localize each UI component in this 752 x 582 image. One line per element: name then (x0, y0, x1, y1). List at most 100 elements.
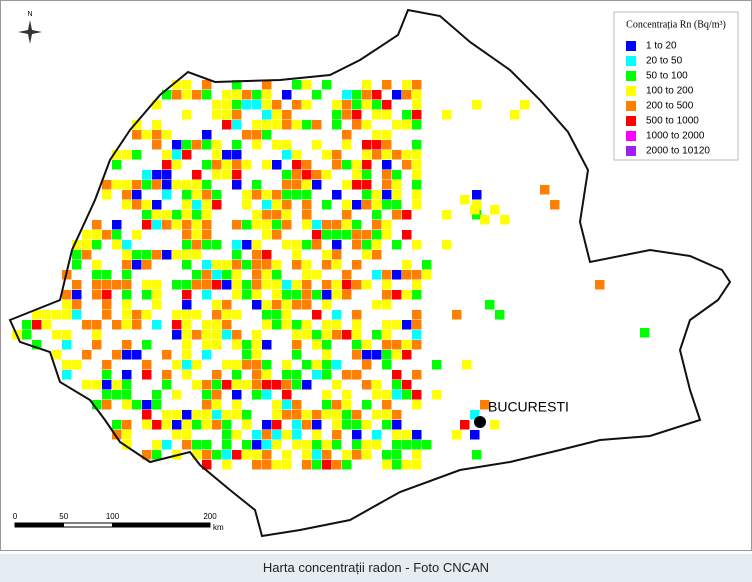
caption: Harta concentrații radon - Foto CNCAN (0, 554, 752, 582)
sample-square (382, 130, 392, 140)
sample-square (362, 340, 372, 350)
sample-square (122, 250, 132, 260)
sample-square (112, 320, 122, 330)
sample-square (112, 230, 122, 240)
sample-square (102, 290, 112, 300)
sample-square (72, 250, 82, 260)
sample-square (262, 340, 272, 350)
sample-square (222, 330, 232, 340)
sample-square (322, 300, 332, 310)
sample-square (232, 270, 242, 280)
sample-square (222, 320, 232, 330)
sample-square (122, 180, 132, 190)
sample-square (322, 170, 332, 180)
sample-square (282, 400, 292, 410)
sample-square (142, 170, 152, 180)
sample-square (142, 450, 152, 460)
sample-square (152, 450, 162, 460)
sample-square (262, 450, 272, 460)
sample-square (242, 410, 252, 420)
sample-square (312, 180, 322, 190)
sample-square (142, 180, 152, 190)
legend: Concentrația Rn (Bq/m³) 1 to 20 20 to 50 5… (613, 11, 739, 161)
sample-square (202, 410, 212, 420)
sample-square (212, 100, 222, 110)
sample-square (480, 400, 490, 410)
legend-title: Concentrația Rn (Bq/m³) (626, 19, 726, 30)
sample-square (162, 130, 172, 140)
sample-square (442, 110, 452, 120)
sample-square (282, 370, 292, 380)
sample-square (232, 310, 242, 320)
sample-square (322, 230, 332, 240)
sample-square (212, 160, 222, 170)
sample-square (282, 170, 292, 180)
sample-square (322, 260, 332, 270)
sample-square (72, 290, 82, 300)
sample-square (62, 310, 72, 320)
sample-square (172, 330, 182, 340)
sample-square (252, 250, 262, 260)
sample-square (242, 190, 252, 200)
sample-square (252, 300, 262, 310)
sample-square (202, 140, 212, 150)
sample-square (382, 140, 392, 150)
sample-square (312, 270, 322, 280)
sample-square (302, 160, 312, 170)
sample-square (292, 260, 302, 270)
sample-square (122, 320, 132, 330)
scale-unit: km (213, 523, 224, 532)
sample-square (442, 240, 452, 250)
sample-square (332, 220, 342, 230)
sample-square (202, 90, 212, 100)
sample-square (352, 320, 362, 330)
sample-square (412, 90, 422, 100)
sample-square (292, 410, 302, 420)
sample-square (162, 180, 172, 190)
sample-square (172, 310, 182, 320)
sample-square (182, 370, 192, 380)
sample-square (462, 360, 472, 370)
sample-square (272, 190, 282, 200)
sample-square (92, 400, 102, 410)
sample-square (232, 410, 242, 420)
sample-square (282, 410, 292, 420)
sample-square (362, 380, 372, 390)
sample-square (312, 340, 322, 350)
sample-square (202, 350, 212, 360)
sample-square (102, 370, 112, 380)
sample-square (332, 330, 342, 340)
sample-square (322, 460, 332, 470)
sample-square (292, 380, 302, 390)
sample-square (352, 170, 362, 180)
sample-square (480, 215, 490, 225)
sample-square (92, 330, 102, 340)
sample-square (132, 190, 142, 200)
sample-square (52, 330, 62, 340)
sample-square (252, 140, 262, 150)
sample-square (412, 330, 422, 340)
sample-square (322, 340, 332, 350)
sample-square (152, 200, 162, 210)
sample-square (262, 230, 272, 240)
sample-square (412, 450, 422, 460)
sample-square (262, 120, 272, 130)
sample-square (222, 380, 232, 390)
sample-square (382, 200, 392, 210)
sample-square (212, 170, 222, 180)
sample-square (352, 280, 362, 290)
sample-square (242, 350, 252, 360)
sample-square (32, 340, 42, 350)
sample-square (342, 460, 352, 470)
sample-square (332, 110, 342, 120)
sample-square (332, 420, 342, 430)
sample-square (92, 340, 102, 350)
sample-square (402, 120, 412, 130)
sample-square (102, 400, 112, 410)
sample-square (172, 160, 182, 170)
sample-square (412, 310, 422, 320)
sample-square (92, 380, 102, 390)
sample-square (272, 310, 282, 320)
sample-square (102, 180, 112, 190)
sample-square (252, 460, 262, 470)
